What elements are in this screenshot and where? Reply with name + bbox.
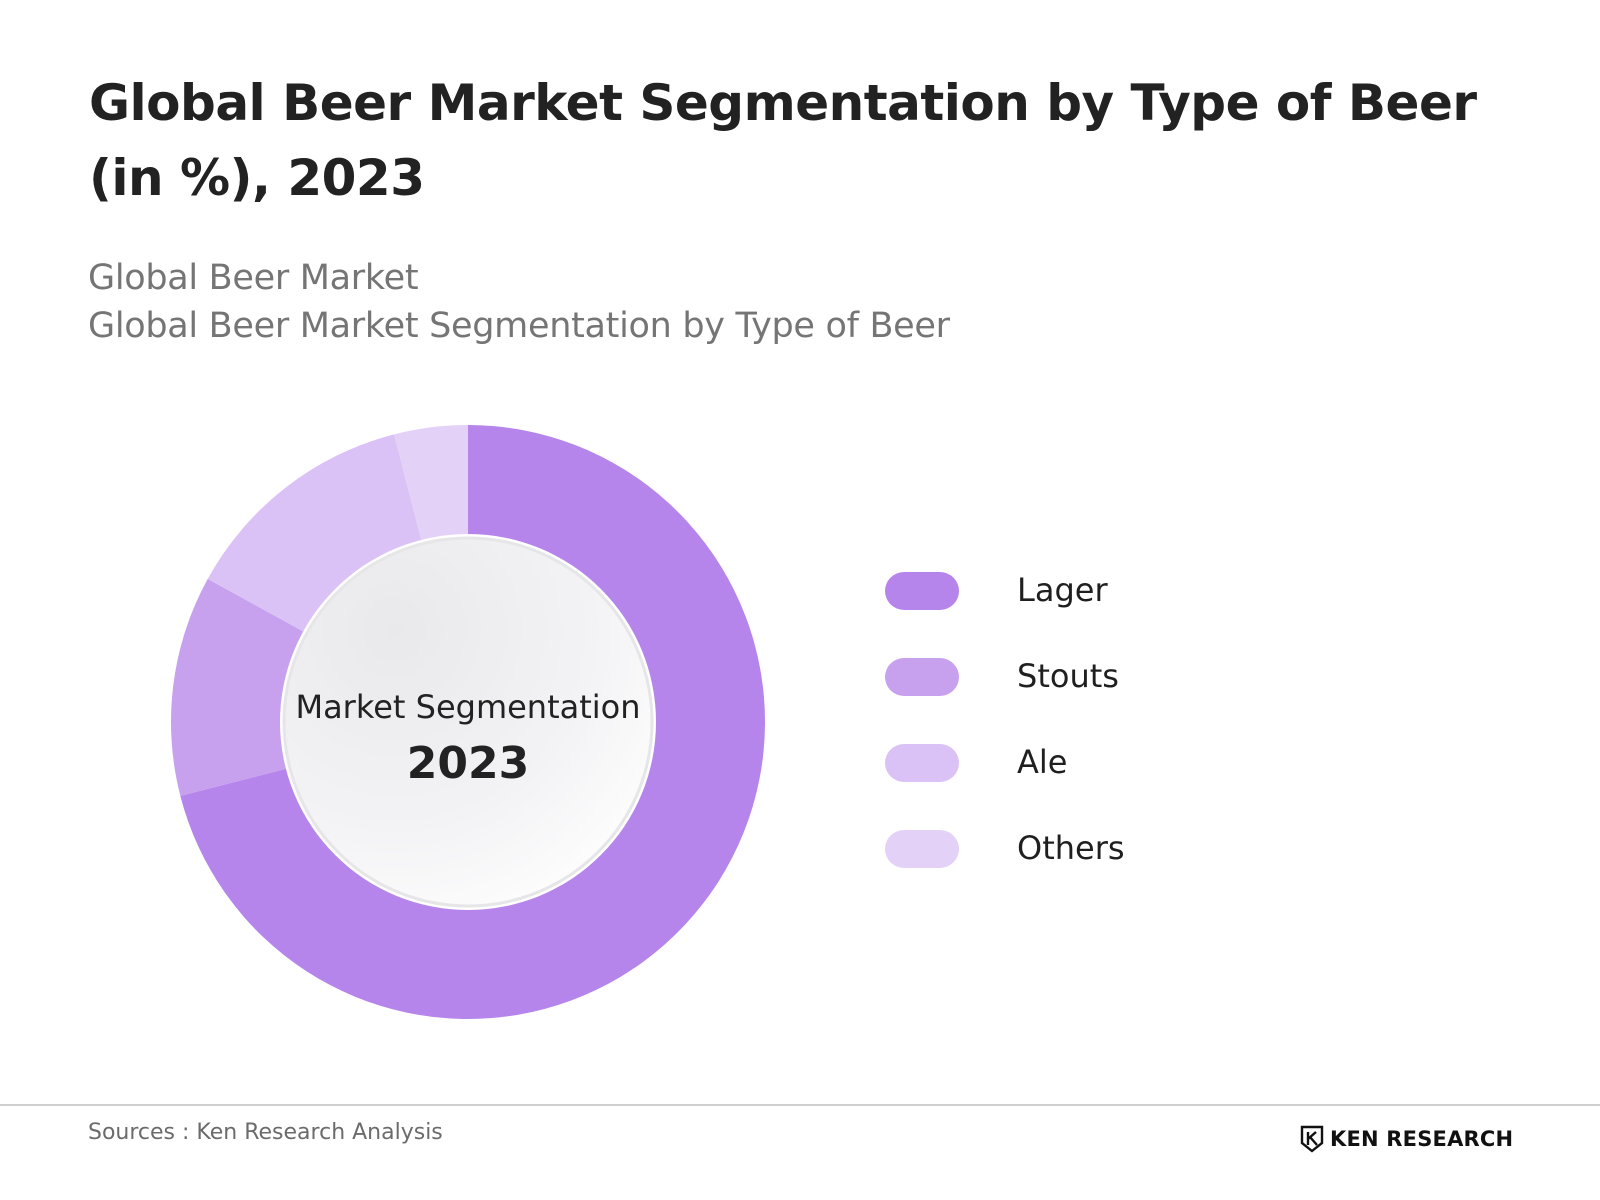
chart-subtitle-segmentation: Global Beer Market Segmentation by Type …	[88, 306, 950, 346]
legend-swatch-ale	[885, 744, 959, 782]
donut-center-caption: Market Segmentation	[295, 688, 641, 726]
legend-swatch-stouts	[885, 658, 959, 696]
donut-center-year: 2023	[406, 738, 530, 789]
legend-label-stouts: Stouts	[1017, 657, 1119, 695]
source-note: Sources : Ken Research Analysis	[88, 1120, 443, 1145]
footer-divider	[0, 1104, 1600, 1106]
legend-label-lager: Lager	[1017, 571, 1108, 609]
legend-item-stouts: Stouts	[885, 656, 1285, 696]
legend-swatch-others	[885, 830, 959, 868]
legend-label-ale: Ale	[1017, 743, 1068, 781]
donut-center-disc	[282, 536, 654, 908]
ken-research-logo-text: KEN RESEARCH	[1330, 1127, 1514, 1151]
chart-title: Global Beer Market Segmentation by Type …	[89, 74, 1477, 207]
chart-subtitle-market: Global Beer Market	[88, 258, 419, 298]
ken-research-logo-icon	[1300, 1125, 1324, 1153]
legend-item-lager: Lager	[885, 570, 1285, 610]
legend-item-ale: Ale	[885, 742, 1285, 782]
ken-research-logo: KEN RESEARCH	[1300, 1124, 1513, 1154]
donut-slice-lager	[180, 425, 765, 1019]
legend-item-others: Others	[885, 828, 1285, 868]
legend-swatch-lager	[885, 572, 959, 610]
donut-slices	[171, 425, 765, 1019]
legend-label-others: Others	[1017, 829, 1125, 867]
